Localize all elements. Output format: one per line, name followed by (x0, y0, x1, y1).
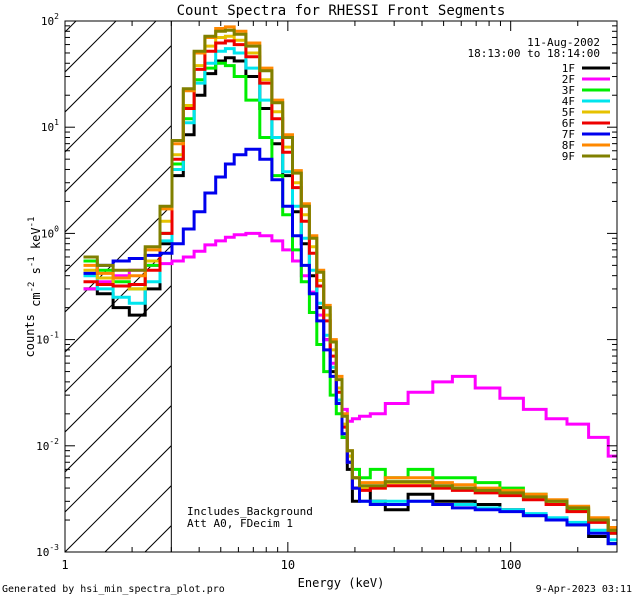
hatch-line (65, 44, 172, 153)
series-line-6F (83, 39, 617, 535)
background-annotation: Includes_Background (187, 505, 313, 518)
date-label: 11-Aug-2002 (527, 36, 600, 49)
x-tick-label: 10 (281, 558, 295, 572)
legend-label-9F: 9F (562, 150, 575, 163)
hatch-line (65, 244, 172, 353)
hatch-line (65, 284, 172, 393)
x-tick-label: 1 (61, 558, 68, 572)
legend-label-1F: 1F (562, 62, 575, 75)
y-tick-label: 100 (41, 224, 59, 240)
series-line-3F (83, 61, 617, 535)
hatch-line (65, 444, 172, 552)
series-line-4F (83, 47, 617, 542)
chart-title: Count Spectra for RHESSI Front Segments (177, 3, 506, 19)
plot-frame (64, 20, 618, 553)
hatch-line (65, 324, 172, 433)
series-group (83, 25, 617, 546)
x-tick-labels: 1 10 100 (61, 558, 521, 572)
series-line-7F (83, 147, 617, 546)
y-tick-label: 10-3 (36, 543, 59, 559)
legend-label-7F: 7F (562, 128, 575, 141)
legend-label-4F: 4F (562, 95, 575, 108)
series-line-9F (83, 28, 617, 532)
time-range-label: 18:13:00 to 18:14:00 (468, 47, 600, 60)
attenuator-annotation: Att A0, FDecim 1 (187, 517, 293, 530)
legend-label-3F: 3F (562, 84, 575, 97)
hatch-line (65, 404, 172, 513)
axis-ticks (64, 20, 618, 553)
legend-label-2F: 2F (562, 73, 575, 86)
y-tick-label: 102 (41, 12, 59, 28)
legend-label-5F: 5F (562, 106, 575, 119)
series-line-5F (83, 34, 617, 532)
hatch-line (65, 204, 172, 313)
y-tick-label: 10-1 (36, 331, 59, 347)
generated-by-label: Generated by hsi_min_spectra_plot.pro (2, 584, 225, 595)
y-tick-label: 101 (41, 118, 59, 134)
hatch-line (65, 364, 172, 473)
series-line-2F (83, 231, 617, 458)
hatch-line (65, 124, 172, 233)
y-axis-label: counts cm-2 s-1 keV-1 (23, 217, 43, 358)
y-tick-label: 10-2 (36, 437, 59, 453)
hatch-line (65, 84, 172, 193)
series-line-8F (83, 25, 617, 529)
hatch-line (65, 21, 157, 113)
y-tick-labels: 10-3 10-2 10-1 100 101 102 (36, 12, 59, 559)
x-tick-label: 100 (500, 558, 522, 572)
generation-date: 9-Apr-2023 03:11 (535, 584, 632, 595)
legend-label-6F: 6F (562, 117, 575, 130)
x-axis-label: Energy (keV) (298, 576, 385, 590)
legend-label-8F: 8F (562, 139, 575, 152)
